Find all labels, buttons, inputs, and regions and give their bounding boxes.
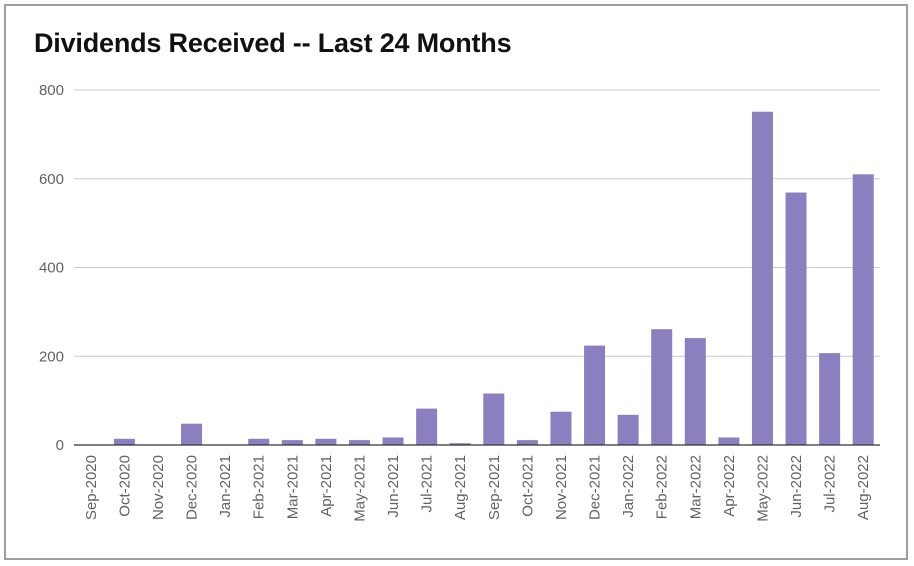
x-tick-label: Oct-2021 [519, 455, 536, 517]
x-tick-label: Nov-2021 [553, 455, 570, 520]
bar-jul-2022 [819, 353, 841, 445]
bar-feb-2022 [651, 329, 673, 445]
y-tick-label: 600 [39, 171, 64, 188]
x-tick-label: Apr-2022 [721, 455, 738, 517]
x-tick-label: Mar-2021 [284, 455, 301, 519]
gridlines [74, 89, 880, 357]
x-tick-label: Dec-2020 [184, 455, 201, 520]
chart-title: Dividends Received -- Last 24 Months [34, 28, 512, 58]
x-tick-label: Apr-2021 [318, 455, 335, 517]
bar-oct-2020 [113, 438, 135, 445]
x-tick-label: Jan-2022 [620, 455, 637, 518]
bar-dec-2021 [584, 345, 606, 445]
bar-jun-2022 [785, 192, 807, 445]
bar-jun-2021 [382, 437, 404, 445]
bar-mar-2021 [281, 440, 303, 445]
bar-jul-2021 [416, 408, 438, 445]
y-axis-tick-labels: 0 200 400 600 800 [39, 82, 64, 454]
x-tick-label: Dec-2021 [587, 455, 604, 520]
x-tick-label: May-2021 [351, 455, 368, 522]
x-tick-label: Aug-2022 [855, 455, 872, 520]
x-tick-label: Jul-2021 [419, 455, 436, 513]
x-tick-label: Jun-2021 [385, 455, 402, 518]
x-tick-label: Sep-2020 [83, 455, 100, 520]
bar-apr-2021 [315, 438, 337, 445]
x-tick-label: Nov-2020 [150, 455, 167, 520]
bar-dec-2020 [181, 423, 203, 445]
x-tick-label: Jun-2022 [788, 455, 805, 518]
bar-may-2022 [751, 111, 773, 446]
bar-apr-2022 [718, 437, 740, 445]
bar-mar-2022 [684, 338, 706, 445]
x-tick-label: Oct-2020 [116, 455, 133, 517]
bar-may-2021 [348, 440, 370, 445]
x-tick-label: Sep-2021 [486, 455, 503, 520]
x-tick-label: May-2022 [754, 455, 771, 522]
bar-aug-2021 [449, 443, 471, 445]
y-tick-label: 400 [39, 260, 64, 277]
bar-feb-2021 [248, 438, 270, 445]
x-tick-label: Jul-2022 [822, 455, 839, 513]
bars [113, 111, 874, 446]
bar-sep-2021 [483, 393, 505, 445]
bar-jan-2022 [617, 414, 639, 445]
x-axis-tick-labels: Sep-2020 Oct-2020 Nov-2020 Dec-2020 Jan-2021… [83, 455, 872, 522]
y-tick-label: 200 [39, 348, 64, 365]
x-tick-label: Mar-2022 [687, 455, 704, 519]
x-tick-label: Jan-2021 [217, 455, 234, 518]
y-tick-label: 0 [56, 437, 64, 454]
bar-nov-2021 [550, 411, 572, 445]
bar-oct-2021 [516, 440, 538, 445]
bar-aug-2022 [852, 174, 874, 445]
y-tick-label: 800 [39, 82, 64, 99]
x-tick-label: Feb-2022 [654, 455, 671, 519]
x-tick-label: Aug-2021 [452, 455, 469, 520]
x-tick-label: Feb-2021 [251, 455, 268, 519]
